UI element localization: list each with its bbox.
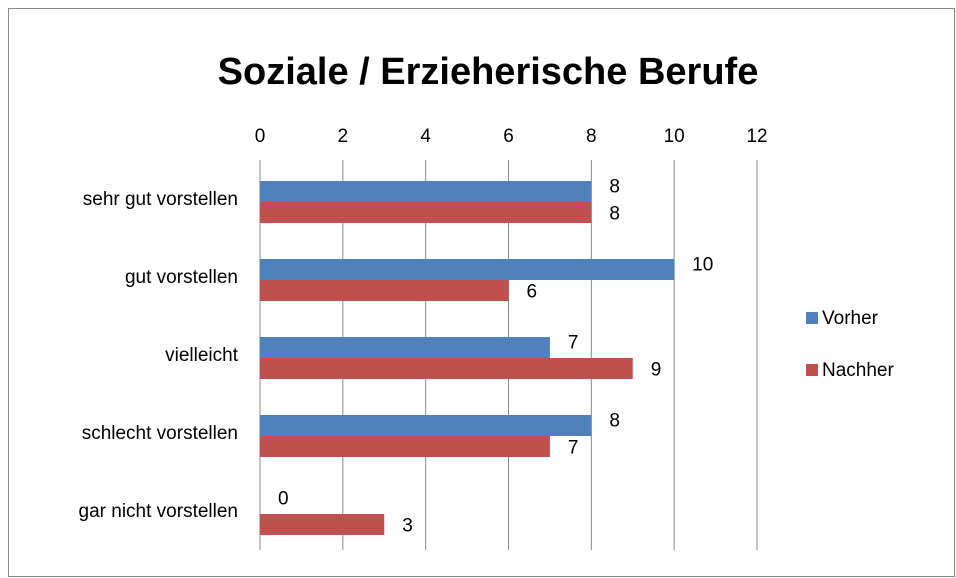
y-tick-label: gar nicht vorstellen (79, 501, 238, 522)
x-tick-label: 12 (746, 126, 767, 147)
value-label: 8 (609, 411, 620, 432)
x-tick-label: 6 (503, 126, 514, 147)
y-tick-label: gut vorstellen (125, 267, 238, 288)
value-label: 8 (609, 177, 620, 198)
value-label: 10 (692, 255, 713, 276)
x-tick-label: 10 (664, 126, 685, 147)
x-tick-label: 4 (420, 126, 431, 147)
value-label: 7 (568, 438, 579, 459)
legend-label: Nachher (822, 360, 894, 381)
value-label: 0 (278, 489, 289, 510)
bar (260, 514, 385, 535)
x-tick-label: 0 (255, 126, 266, 147)
value-label: 7 (568, 333, 579, 354)
bar (260, 280, 509, 301)
value-label: 8 (609, 204, 620, 225)
value-label: 3 (402, 516, 413, 537)
x-tick-label: 8 (586, 126, 597, 147)
bar (260, 181, 592, 202)
y-tick-label: sehr gut vorstellen (83, 189, 238, 210)
legend-label: Vorher (822, 308, 879, 329)
y-tick-label: schlecht vorstellen (82, 423, 238, 444)
bar (260, 202, 592, 223)
legend-swatch (806, 364, 818, 376)
bar (260, 415, 592, 436)
bar (260, 436, 550, 457)
bar (260, 358, 633, 379)
x-tick-label: 2 (338, 126, 349, 147)
bar (260, 337, 550, 358)
value-label: 9 (651, 360, 662, 381)
bar (260, 259, 675, 280)
legend-swatch (806, 312, 818, 324)
y-tick-label: vielleicht (165, 345, 239, 366)
chart-title: Soziale / Erzieherische Berufe (218, 51, 759, 93)
value-label: 6 (527, 282, 538, 303)
